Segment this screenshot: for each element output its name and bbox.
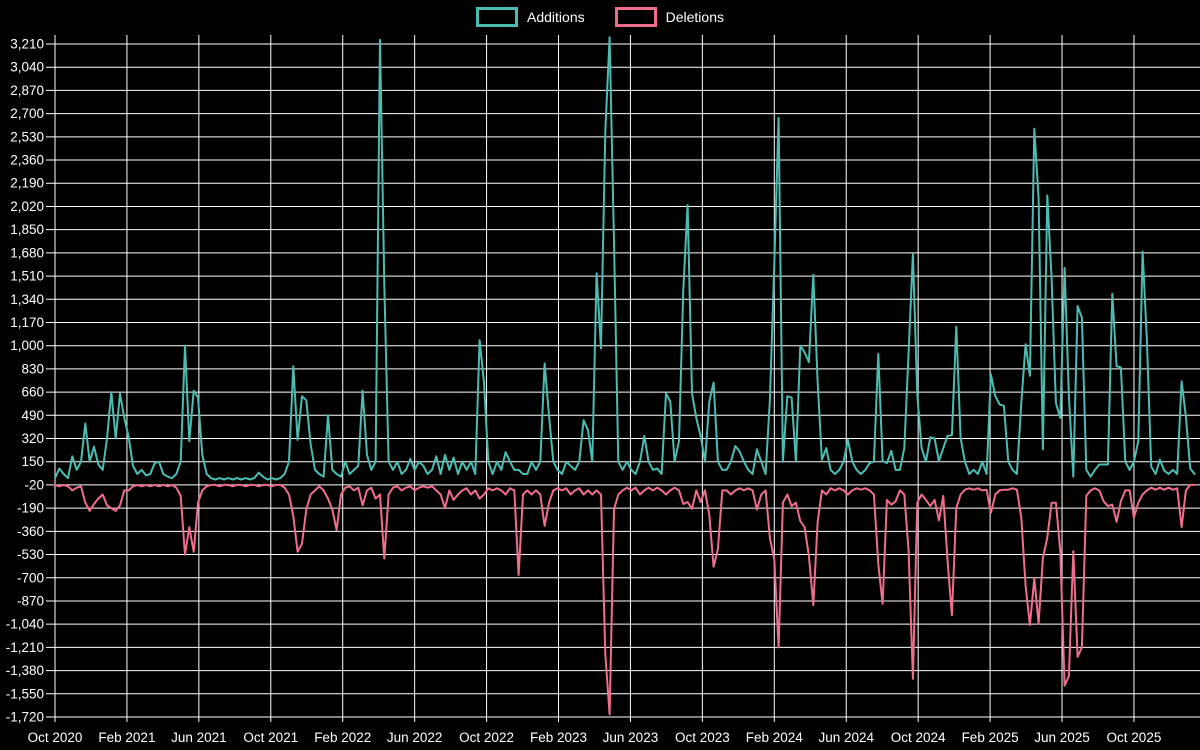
y-tick-label: 830 xyxy=(21,361,44,376)
x-tick-label: Feb 2021 xyxy=(98,730,155,745)
x-tick-label: Oct 2021 xyxy=(243,730,298,745)
x-tick-label: Oct 2025 xyxy=(1107,730,1162,745)
y-tick-label: -1,550 xyxy=(6,686,44,701)
x-tick-label: Jun 2022 xyxy=(387,730,443,745)
x-tick-label: Feb 2023 xyxy=(530,730,587,745)
legend-item-additions[interactable]: Additions xyxy=(476,7,585,27)
y-axis-labels: 3,210 3,040 2,870 2,700 2,530 2,360 2,190 2,020… xyxy=(6,37,44,725)
x-tick-label: Oct 2022 xyxy=(459,730,514,745)
y-tick-label: -1,210 xyxy=(6,640,44,655)
y-tick-label: 2,360 xyxy=(10,153,44,168)
x-tick-label: Feb 2025 xyxy=(962,730,1019,745)
y-tick-label: -20 xyxy=(24,477,44,492)
x-tick-label: Oct 2023 xyxy=(675,730,730,745)
x-tick-label: Jun 2023 xyxy=(603,730,659,745)
y-tick-label: 3,210 xyxy=(10,37,44,52)
x-tick-label: Feb 2024 xyxy=(746,730,804,745)
deletions-line xyxy=(54,483,1196,716)
y-tick-label: 1,850 xyxy=(10,222,44,237)
x-tick-label: Jun 2021 xyxy=(171,730,227,745)
y-tick-label: -190 xyxy=(17,501,44,516)
y-tick-label: 1,510 xyxy=(10,269,44,284)
y-tick-label: 2,530 xyxy=(10,129,44,144)
y-tick-label: 490 xyxy=(21,408,44,423)
legend-item-deletions[interactable]: Deletions xyxy=(614,7,724,27)
y-tick-label: -1,380 xyxy=(6,663,44,678)
y-tick-label: -870 xyxy=(17,593,44,608)
x-tick-label: Jun 2024 xyxy=(818,730,874,745)
y-tick-label: -530 xyxy=(17,547,44,562)
y-tick-label: -700 xyxy=(17,570,44,585)
additions-line xyxy=(54,36,1196,481)
additions-swatch-icon xyxy=(476,7,519,27)
y-tick-label: -1,040 xyxy=(6,617,44,632)
y-tick-label: 660 xyxy=(21,385,44,400)
x-tick-label: Feb 2022 xyxy=(314,730,371,745)
y-tick-label: 1,000 xyxy=(10,338,44,353)
y-tick-label: 3,040 xyxy=(10,60,44,75)
x-tick-label: Oct 2024 xyxy=(891,730,946,745)
y-tick-label: 1,340 xyxy=(10,292,44,307)
y-tick-label: 1,680 xyxy=(10,245,44,260)
y-tick-label: 320 xyxy=(21,431,44,446)
y-tick-label: 1,170 xyxy=(10,315,44,330)
y-tick-label: -1,720 xyxy=(6,710,44,725)
y-tick-label: 2,870 xyxy=(10,83,44,98)
y-gridlines xyxy=(46,43,1200,718)
x-axis-labels: Oct 2020 Feb 2021 Jun 2021 Oct 2021 Feb 2022… xyxy=(28,730,1162,745)
y-tick-label: -360 xyxy=(17,524,44,539)
y-tick-label: 2,190 xyxy=(10,176,44,191)
legend-additions-label: Additions xyxy=(527,9,585,25)
chart-legend: Additions Deletions xyxy=(476,7,724,27)
x-tick-label: Oct 2020 xyxy=(28,730,83,745)
x-tick-label: Jun 2025 xyxy=(1034,730,1090,745)
legend-deletions-label: Deletions xyxy=(665,9,724,25)
y-tick-label: 2,700 xyxy=(10,106,44,121)
y-tick-label: 150 xyxy=(21,454,44,469)
deletions-swatch-icon xyxy=(614,7,657,27)
y-tick-label: 2,020 xyxy=(10,199,44,214)
